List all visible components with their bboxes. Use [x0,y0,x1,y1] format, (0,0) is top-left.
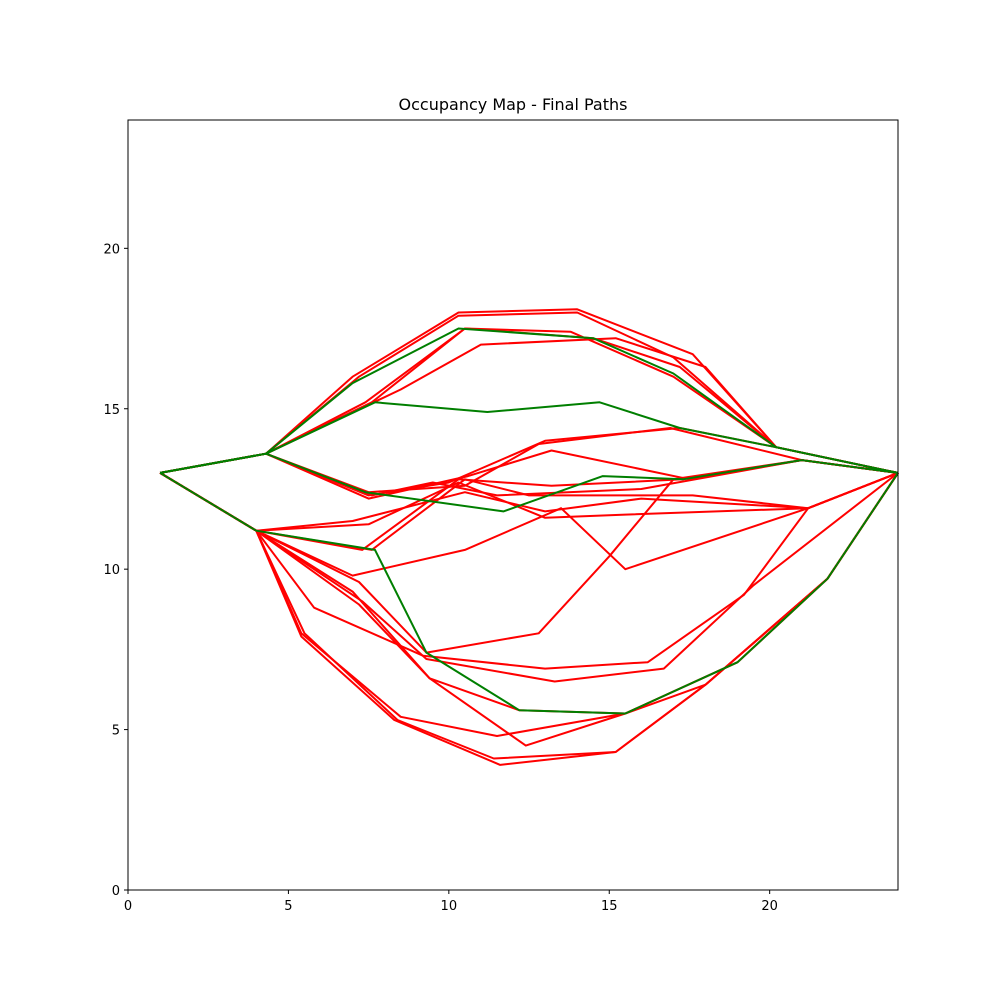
path-line-red-10 [159,471,899,532]
y-tick-label: 20 [103,242,120,257]
axes-layer: 0 5 10 15 20 0 5 10 15 20 [103,242,777,914]
paths-layer [159,308,899,766]
y-tick-label: 0 [112,884,120,899]
path-line-red-14 [159,459,899,654]
path-line-green-24 [159,452,899,513]
x-tick-label: 20 [761,899,778,914]
plot-frame [127,119,899,891]
path-line-green-22 [159,327,899,474]
y-tick-label: 5 [112,724,120,739]
path-line-green-25 [159,472,899,715]
path-line-red-20 [159,472,899,683]
path-line-red-18 [159,472,899,766]
path-line-red-15 [159,471,899,670]
path-line-red-7 [159,449,899,500]
path-line-red-8 [159,452,899,497]
x-tick-label: 15 [601,899,618,914]
path-line-red-6 [159,427,899,494]
y-tick-label: 10 [103,563,120,578]
path-line-red-19 [159,472,899,760]
x-tick-label: 0 [124,899,132,914]
path-line-red-21 [159,472,899,747]
path-line-red-17 [159,472,899,737]
path-line-red-3 [159,337,899,474]
x-tick-label: 10 [441,899,458,914]
x-tick-label: 5 [284,899,292,914]
path-line-green-23 [159,401,899,474]
chart-title: Occupancy Map - Final Paths [398,95,628,114]
y-tick-label: 15 [103,403,120,418]
